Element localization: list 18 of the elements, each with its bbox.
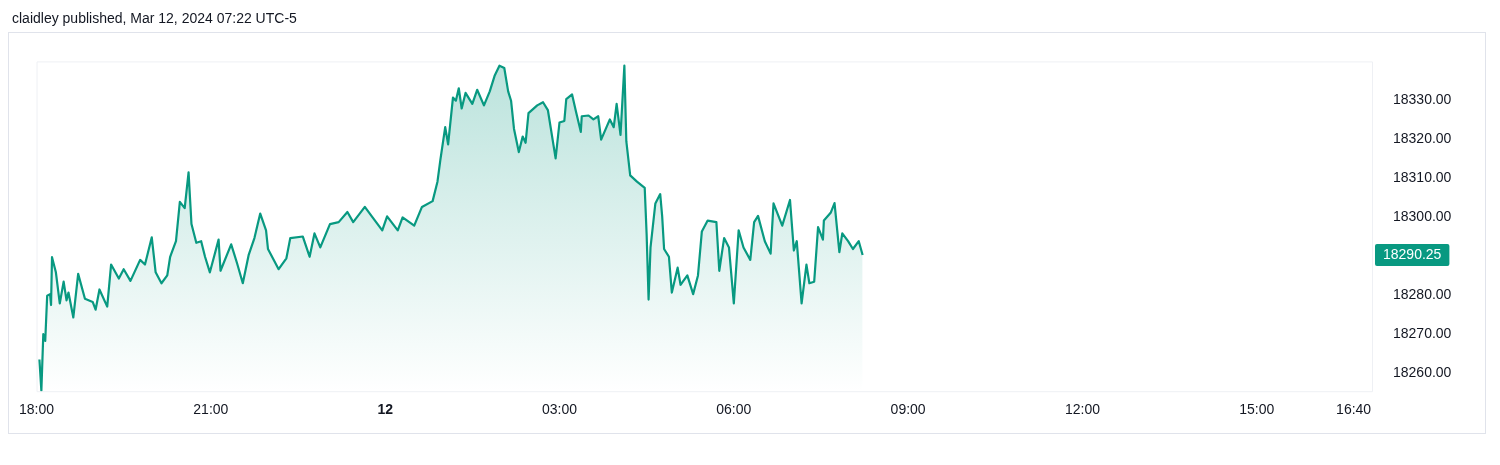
y-tick-label: 18270.00 xyxy=(1393,324,1452,341)
y-tick-label: 18300.00 xyxy=(1393,207,1452,224)
x-tick-label: 06:00 xyxy=(716,401,752,418)
y-tick-label: 18330.00 xyxy=(1393,91,1452,108)
y-tick-label: 18320.00 xyxy=(1393,130,1452,147)
x-tick-label: 16:40 xyxy=(1336,401,1372,418)
y-tick-label: 18280.00 xyxy=(1393,285,1452,302)
y-tick-label: 18260.00 xyxy=(1393,363,1452,380)
x-tick-label: 03:00 xyxy=(541,401,578,418)
x-tick-label: 12:00 xyxy=(1064,401,1101,418)
x-tick-label: 12 xyxy=(377,401,394,418)
x-tick-label: 15:00 xyxy=(1239,401,1275,418)
x-tick-label: 09:00 xyxy=(890,401,926,418)
chart-title: claidley published, Mar 12, 2024 07:22 UTC-5 xyxy=(11,9,298,28)
x-tick-label: 21:00 xyxy=(193,401,229,418)
text: 18290.25 xyxy=(1383,245,1442,262)
y-tick-label: 18310.00 xyxy=(1393,169,1452,186)
x-tick-label: 18:00 xyxy=(18,401,55,418)
